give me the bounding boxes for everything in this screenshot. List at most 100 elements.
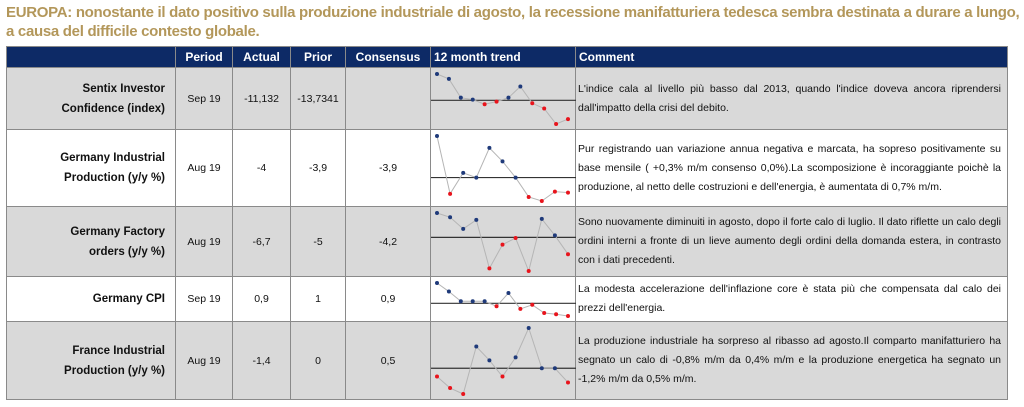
prior-cell: -3,9 [290,129,346,207]
sparkline-point [435,210,439,215]
macro-data-table: Period Actual Prior Consensus 12 month t… [6,46,1008,400]
header-indicator [6,46,176,68]
sparkline-point [482,101,487,106]
actual-cell: -4 [232,129,291,207]
sparkline-point [487,357,492,362]
indicator-label: Germany Industrial Production (y/y %) [6,129,176,207]
sparkline [431,133,576,203]
sparkline-point [458,95,463,100]
sparkline-point [530,100,535,105]
sparkline-point [539,216,544,221]
sparkline-point [446,289,451,294]
header-actual: Actual [232,46,291,68]
table-row: Germany CPI Sep 19 0,9 1 0,9 La modesta accel… [6,276,1008,322]
sparkline-point [500,242,505,247]
sparkline-point [513,235,518,240]
actual-cell: -6,7 [232,206,291,277]
sparkline-point [474,217,479,222]
consensus-cell: -3,9 [345,129,431,207]
sparkline-point [435,280,439,285]
sparkline-point [494,99,499,104]
prior-cell: -5 [290,206,346,277]
sparkline-line [436,326,569,395]
consensus-cell: -4,2 [345,206,431,277]
sparkline-point [435,374,439,379]
sparkline-point [458,298,463,303]
consensus-cell: 0,9 [345,276,431,322]
sparkline-point [474,175,479,180]
sparkline-point [500,374,505,379]
header-period: Period [175,46,233,68]
sparkline-point [526,268,531,273]
sparkline-line [436,135,569,202]
sparkline-point [552,232,557,237]
header-consensus: Consensus [345,46,431,68]
sparkline-line [436,73,569,125]
sparkline-point [506,290,511,295]
actual-cell: -11,132 [232,67,291,130]
sparkline-point [530,302,535,307]
sparkline-point [500,158,505,163]
table-row: Germany Factory orders (y/y %) Aug 19 -6,7… [6,206,1008,277]
indicator-label: Sentix Investor Confidence (index) [6,67,176,130]
sparkline-point [554,311,559,316]
sparkline-point [552,365,557,370]
sparkline-point [435,71,439,76]
sparkline-point [542,310,547,315]
indicator-label: Germany Factory orders (y/y %) [6,206,176,277]
sparkline-point [566,116,570,121]
period-cell: Aug 19 [175,206,233,277]
trend-cell [430,206,576,277]
sparkline-point [482,298,487,303]
table-header: Period Actual Prior Consensus 12 month t… [6,46,1008,68]
sparkline-point [518,84,523,88]
comment-cell: Pur registrando uan variazione annua neg… [575,129,1008,207]
sparkline-point [461,170,466,175]
sparkline-point [448,214,453,219]
sparkline-point [461,226,466,231]
sparkline [431,280,576,318]
sparkline-point [513,175,518,180]
period-cell: Aug 19 [175,129,233,207]
table-row: Germany Industrial Production (y/y %) Aug… [6,129,1008,207]
page-title: EUROPA: nonostante il dato positivo sull… [6,4,1020,40]
sparkline-point [446,76,451,81]
trend-cell [430,67,576,130]
sparkline-line [436,282,569,316]
sparkline-point [542,106,547,111]
sparkline-point [539,365,544,370]
sparkline-point [506,95,511,100]
sparkline [431,210,576,273]
sparkline-point [470,97,475,102]
indicator-label: France Industrial Production (y/y %) [6,321,176,400]
sparkline-point [448,191,453,196]
trend-cell [430,129,576,207]
sparkline-point [513,354,518,359]
prior-cell: 1 [290,276,346,322]
sparkline [431,71,576,126]
sparkline-point [448,385,453,390]
sparkline-point [487,265,492,270]
sparkline-point [526,194,531,199]
sparkline-point [487,145,492,150]
sparkline-point [552,189,557,194]
table-row: France Industrial Production (y/y %) Aug … [6,321,1008,400]
sparkline-point [566,251,570,256]
comment-cell: La modesta accelerazione dell'inflazione… [575,276,1008,322]
sparkline-point [566,313,570,318]
sparkline [431,325,576,396]
sparkline-point [566,190,570,195]
prior-cell: -13,7341 [290,67,346,130]
period-cell: Sep 19 [175,276,233,322]
indicator-label: Germany CPI [6,276,176,322]
table-row: Sentix Investor Confidence (index) Sep 19… [6,67,1008,130]
consensus-cell: 0,5 [345,321,431,400]
sparkline-point [474,343,479,348]
sparkline-point [470,298,475,303]
sparkline-point [461,391,466,396]
comment-cell: L'indice cala al livello più basso dal 2… [575,67,1008,130]
sparkline-point [566,379,570,384]
period-cell: Sep 19 [175,67,233,130]
sparkline-point [518,306,523,311]
comment-cell: Sono nuovamente diminuiti in agosto, dop… [575,206,1008,277]
